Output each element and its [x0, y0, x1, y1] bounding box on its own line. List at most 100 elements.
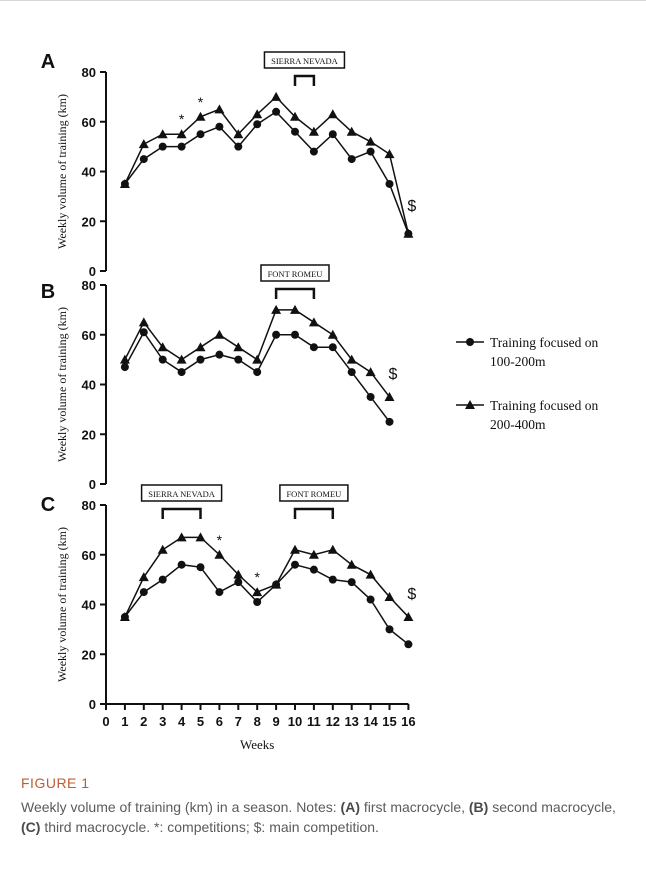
panel-c-triangle-point: [214, 549, 225, 559]
panel-a-circle-point: [309, 147, 318, 156]
panel-b-triangle-point: [252, 354, 263, 364]
panel-c-triangle-point: [403, 611, 414, 621]
panel-a-ytick-label: 20: [82, 214, 96, 229]
panel-b-circle-point: [366, 392, 375, 401]
panel-b-circle-point: [158, 355, 167, 364]
caption-a-text: first macrocycle,: [359, 799, 469, 815]
caption-b-tag: (B): [468, 799, 489, 815]
panel-c-triangle-point: [290, 544, 300, 554]
panel-b-camp-bracket: [274, 287, 316, 299]
panel-c-camp-bracket: [293, 507, 335, 519]
panel-c-series-1-line: [124, 563, 409, 645]
panel-a-competition-mark: *: [179, 111, 185, 127]
panel-b-circle-point: [291, 330, 299, 339]
panel-c-triangle-point: [384, 592, 395, 602]
panel-a-triangle-point: [138, 139, 149, 149]
panel-c-triangle-point: [327, 544, 338, 554]
legend-circle-label-2: 100-200m: [490, 354, 546, 369]
figure-caption: FIGURE 1 Weekly volume of training (km) …: [21, 775, 631, 837]
panel-c-xtick-label: 6: [216, 714, 223, 729]
panel-c-xtick-label: 12: [326, 714, 340, 729]
panel-c-xtick-label: 15: [382, 714, 396, 729]
panel-c-letter: C: [41, 494, 55, 516]
panel-a-letter: A: [41, 51, 55, 73]
panel-c-circle-point: [291, 560, 299, 569]
panel-c-triangle-point: [176, 532, 187, 542]
top-border: [0, 0, 646, 1]
panel-c-xtick-label: 3: [159, 714, 166, 729]
panel-b-circle-point: [215, 350, 224, 359]
panel-b-triangle-point: [176, 354, 187, 364]
panel-b-triangle-point: [157, 342, 168, 352]
panel-c-xlabel: Weeks: [240, 737, 274, 752]
panel-a-series-2-line: [124, 95, 410, 234]
panel-b-ylabel: Weekly volume of training (km): [55, 307, 69, 462]
caption-c-tag: (C): [21, 819, 41, 835]
caption-a-tag: (A): [340, 799, 360, 815]
panel-a-triangle-point: [195, 111, 206, 121]
panel-b-ytick-label: 60: [82, 328, 96, 343]
panel-a-circle-point: [234, 142, 243, 151]
panel-c-xtick-label: 7: [235, 714, 242, 729]
panel-a-triangle-point: [252, 109, 263, 119]
panel-a-circle-point: [347, 155, 356, 164]
panel-c-triangle-point: [157, 544, 168, 554]
panel-b-camp-label: FONT ROMEU: [268, 269, 323, 279]
panel-b-triangle-point: [327, 329, 338, 339]
panel-c-ytick-label: 40: [82, 598, 96, 613]
panel-c-circle-point: [158, 575, 167, 584]
panel-a-camp-bracket: [293, 74, 316, 86]
panel-c-camp-label: SIERRA NEVADA: [148, 489, 216, 499]
panel-b-circle-point: [120, 363, 129, 372]
panel-c-triangle-point: [271, 579, 282, 589]
panel-b-circle-point: [272, 330, 281, 339]
panel-c-circle-point: [139, 588, 148, 597]
panel-a-circle-point: [366, 147, 375, 156]
legend-circle-marker: [466, 338, 474, 346]
panel-c-circle-point: [177, 560, 186, 569]
panel-c-circle-point: [347, 578, 356, 587]
panel-b-circle-point: [196, 355, 205, 364]
caption-c-text: third macrocycle. *: competitions; $: ma…: [40, 819, 379, 835]
panel-a-triangle-point: [176, 129, 187, 139]
panel-c-circle-point: [309, 565, 318, 574]
panel-a-triangle-point: [214, 104, 225, 114]
panel-c-triangle-point: [252, 587, 263, 597]
panel-c-xtick-label: 5: [197, 714, 204, 729]
panel-b-triangle-point: [290, 304, 300, 314]
panel-a-triangle-point: [365, 136, 376, 146]
panel-c-ytick-label: 60: [82, 548, 96, 563]
panel-c-camp-label: FONT ROMEU: [286, 489, 341, 499]
panel-c-triangle-point: [119, 611, 130, 621]
panel-c-triangle-point: [138, 572, 149, 582]
panel-b-circle-point: [177, 368, 186, 377]
panel-b-ytick-label: 40: [82, 378, 96, 393]
legend-triangle-label-2: 200-400m: [490, 417, 546, 432]
panel-b-circle-point: [309, 343, 318, 352]
panel-c-triangle-point: [365, 569, 376, 579]
caption-b-text: second macrocycle,: [488, 799, 616, 815]
panel-c-circle-point: [385, 625, 394, 634]
panel-c-circle-point: [366, 595, 375, 604]
panel-c-xtick-label: 16: [401, 714, 415, 729]
panel-b-circle-point: [253, 368, 262, 377]
panel-c-xtick-label: 4: [178, 714, 186, 729]
panel-a-circle-point: [291, 127, 299, 136]
panel-c-circle-point: [234, 578, 243, 587]
panel-a-triangle-point: [290, 111, 300, 121]
caption-line1: Weekly volume of training (km) in a seas…: [21, 799, 341, 815]
panel-c-ylabel: Weekly volume of training (km): [55, 527, 69, 682]
panel-c-xtick-label: 11: [307, 714, 321, 729]
panel-c-xtick-label: 10: [288, 714, 302, 729]
panel-c-series-2-line: [124, 536, 409, 618]
panel-b-triangle-point: [138, 317, 149, 327]
panel-c-xtick-label: 14: [363, 714, 378, 729]
panel-b-triangle-point: [365, 367, 376, 377]
panel-a-competition-mark: *: [198, 94, 204, 110]
panel-c-triangle-point: [195, 532, 206, 542]
panel-c-ytick-label: 80: [82, 498, 96, 513]
panel-c-camp-box: [140, 484, 223, 502]
panel-a-camp-label: SIERRA NEVADA: [271, 56, 339, 66]
panel-a-triangle-point: [327, 109, 338, 119]
